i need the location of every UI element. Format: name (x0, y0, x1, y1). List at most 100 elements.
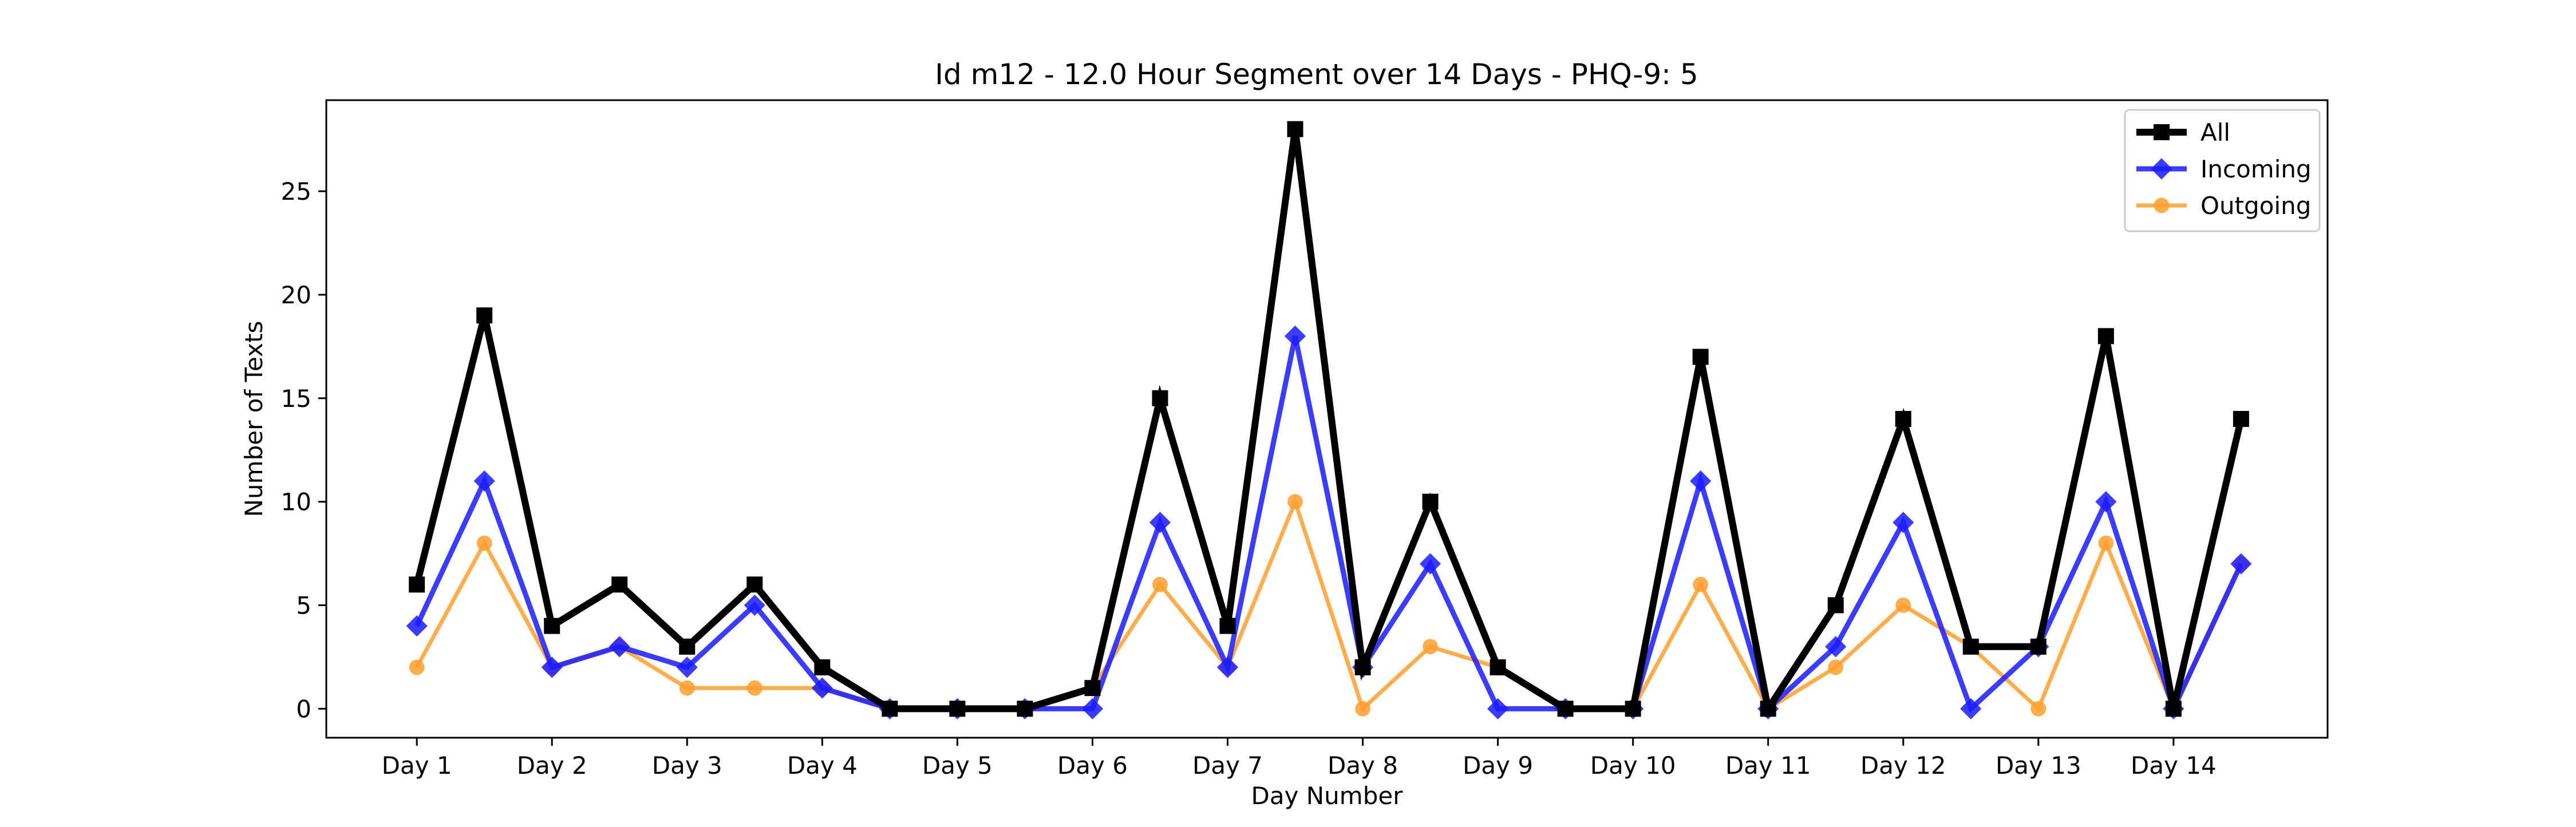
data-point-incoming (1893, 512, 1914, 533)
data-point-incoming (744, 594, 765, 616)
data-point-incoming (1149, 512, 1171, 533)
legend-box (2124, 109, 2321, 232)
data-point-all (1084, 680, 1101, 697)
y-tick-label: 25 (281, 177, 311, 205)
data-point-outgoing (1152, 576, 1168, 592)
data-point-all (2233, 411, 2249, 427)
data-point-incoming (1487, 698, 1509, 719)
data-point-outgoing (1828, 659, 1844, 675)
data-point-incoming (1419, 553, 1441, 575)
x-axis-label: Day Number (1251, 782, 1403, 810)
legend-item-outgoing: Outgoing (2136, 192, 2311, 220)
legend-label-outgoing: Outgoing (2200, 192, 2311, 220)
data-point-all (2097, 328, 2114, 345)
data-point-all (1962, 638, 1979, 655)
x-tick-label: Day 3 (652, 751, 722, 779)
data-point-all (1490, 659, 1506, 676)
data-point-all (949, 701, 966, 717)
x-tick-label: Day 4 (787, 751, 858, 779)
y-tick-label: 5 (296, 592, 311, 620)
data-point-incoming (1825, 636, 1847, 658)
x-tick-label: Day 7 (1192, 751, 1263, 779)
legend-marker-incoming (2151, 158, 2172, 180)
data-point-all (814, 659, 831, 676)
data-point-all (746, 576, 763, 593)
legend-marker-all (2154, 124, 2170, 140)
data-point-all (2165, 701, 2182, 717)
data-point-outgoing (746, 680, 762, 696)
data-point-all (1017, 701, 1033, 717)
legend-label-incoming: Incoming (2200, 155, 2312, 183)
legend-item-all: All (2136, 118, 2230, 147)
data-point-all (1219, 618, 1236, 634)
data-point-all (1760, 701, 1776, 717)
data-point-all (1152, 390, 1168, 406)
series-line-incoming (414, 335, 2244, 716)
plot-area (406, 121, 2252, 719)
data-point-all (679, 638, 696, 655)
data-point-incoming (811, 677, 833, 699)
axis-ticks: Day 1 Day 2 Day 3 Day 4 Day 5 Day 6 Day 7 Day 8… (281, 177, 2217, 779)
data-point-incoming (1081, 698, 1104, 719)
x-tick-label: Day 11 (1725, 751, 1811, 779)
chart-title: Id m12 - 12.0 Hour Segment over 14 Days … (935, 58, 1698, 91)
data-point-outgoing (1287, 494, 1303, 510)
data-point-all (2030, 638, 2046, 655)
data-point-outgoing (409, 659, 425, 675)
legend-label-all: All (2200, 118, 2230, 147)
data-point-all (1354, 659, 1371, 676)
x-tick-label: Day 13 (1996, 751, 2081, 779)
data-point-all (882, 701, 898, 717)
data-point-all (1895, 411, 1911, 427)
data-point-incoming (1690, 470, 1712, 492)
data-point-incoming (1960, 698, 1982, 719)
x-tick-label: Day 6 (1057, 751, 1128, 779)
data-point-incoming (2095, 491, 2117, 513)
y-tick-label: 20 (281, 281, 311, 309)
data-point-all (1625, 701, 1641, 717)
series-line-all (413, 128, 2245, 718)
data-point-incoming (609, 636, 630, 658)
data-point-incoming (406, 615, 428, 637)
data-point-incoming (676, 656, 698, 678)
data-point-outgoing (2030, 701, 2046, 717)
x-tick-label: Day 12 (1860, 751, 1946, 779)
x-tick-label: Day 5 (922, 751, 993, 779)
data-point-outgoing (1693, 576, 1709, 592)
x-tick-label: Day 1 (382, 751, 452, 779)
data-point-all (1692, 349, 1709, 365)
data-point-incoming (1216, 656, 1239, 678)
data-point-outgoing (1895, 598, 1911, 613)
x-tick-label: Day 10 (1590, 751, 1676, 779)
x-tick-label: Day 8 (1327, 751, 1398, 779)
data-point-incoming (473, 470, 495, 492)
data-point-outgoing (476, 535, 492, 551)
series-all (409, 121, 2249, 718)
data-point-all (1827, 597, 1844, 614)
x-tick-label: Day 2 (517, 751, 587, 779)
data-point-outgoing (2098, 535, 2114, 551)
legend-marker-outgoing (2154, 197, 2170, 213)
plot-frame (325, 99, 2329, 739)
data-point-all (476, 307, 493, 324)
y-tick-label: 0 (296, 695, 311, 723)
y-tick-label: 10 (281, 488, 311, 516)
x-tick-label: Day 9 (1463, 751, 1533, 779)
data-point-outgoing (679, 680, 695, 696)
data-point-all (611, 576, 628, 593)
data-point-all (409, 576, 425, 593)
y-axis-label: Number of Texts (240, 321, 268, 517)
data-point-incoming (2230, 553, 2252, 575)
data-point-all (1422, 493, 1439, 510)
legend: All Incoming Outgoing (2124, 109, 2321, 232)
legend-item-incoming: Incoming (2136, 155, 2312, 183)
data-point-all (544, 618, 560, 634)
data-point-all (1287, 121, 1303, 137)
series-line-outgoing (415, 496, 2243, 714)
data-point-outgoing (1355, 701, 1370, 717)
data-point-incoming (541, 656, 563, 678)
x-tick-label: Day 14 (2131, 751, 2217, 779)
data-point-incoming (1284, 325, 1306, 347)
